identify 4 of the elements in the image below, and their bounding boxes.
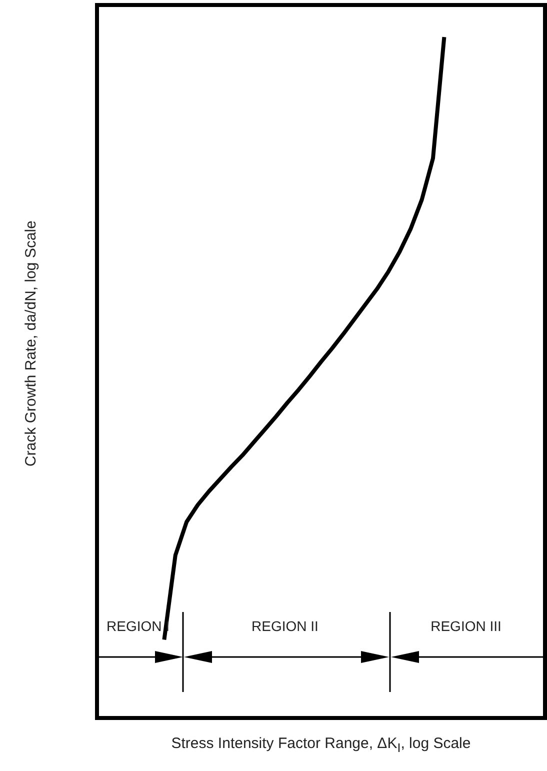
y-axis-title: Crack Growth Rate, da/dN, log Scale xyxy=(22,220,40,466)
annotation: REGION II xyxy=(252,618,318,634)
x-axis-title: Stress Intensity Factor Range, ΔK$_{I}$, log Scale xyxy=(171,735,471,755)
annotation: REGION III xyxy=(430,618,502,634)
